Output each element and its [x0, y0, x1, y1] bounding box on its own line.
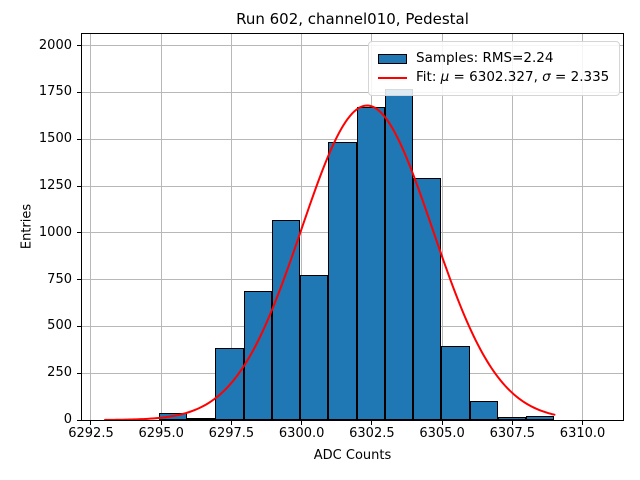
histogram-bar — [526, 415, 555, 420]
gridline-horizontal — [82, 45, 623, 47]
y-axis-tick — [77, 91, 81, 93]
gridline-horizontal — [82, 91, 623, 93]
x-axis-tick — [90, 421, 92, 425]
legend-fit-label: Fit: μ = 6302.327, σ = 2.335 — [416, 69, 610, 85]
plot-area: Samples: RMS=2.24 Fit: μ = 6302.327, σ =… — [81, 33, 624, 421]
gridline-horizontal — [82, 138, 623, 140]
x-tick-label: 6310.0 — [559, 426, 606, 441]
histogram-bar — [300, 275, 329, 420]
histogram-bar — [356, 107, 385, 420]
x-tick-label: 6305.0 — [419, 426, 465, 441]
y-axis-tick — [77, 185, 81, 187]
histogram-bar — [271, 220, 301, 420]
x-tick-label: 6292.5 — [68, 426, 114, 441]
fit-curve — [104, 104, 556, 420]
histogram-bar — [328, 141, 357, 420]
y-axis-tick — [77, 325, 81, 327]
x-tick-label: 6302.5 — [349, 426, 395, 441]
x-axis-tick — [441, 421, 443, 425]
legend-entry-fit: Fit: μ = 6302.327, σ = 2.335 — [378, 69, 611, 86]
legend-fit-line — [378, 76, 407, 79]
y-axis-tick — [77, 372, 81, 374]
y-tick-label: 1000 — [38, 224, 72, 240]
y-tick-label: 1750 — [38, 84, 72, 100]
gridline-vertical — [90, 34, 92, 420]
x-axis-label: ADC Counts — [313, 448, 392, 463]
x-axis-tick — [582, 421, 584, 425]
y-tick-label: 250 — [47, 365, 72, 381]
legend-sample-label: Samples: RMS=2.24 — [416, 50, 554, 66]
gridline-vertical — [441, 34, 443, 420]
y-axis-tick — [77, 138, 81, 140]
legend-entry-samples: Samples: RMS=2.24 — [378, 50, 611, 67]
legend: Samples: RMS=2.24 Fit: μ = 6302.327, σ =… — [368, 41, 620, 96]
x-tick-label: 6307.5 — [489, 426, 536, 441]
y-tick-label: 1250 — [38, 178, 72, 193]
y-axis-tick — [77, 45, 81, 47]
x-tick-label: 6300.0 — [278, 426, 325, 441]
gridline-vertical — [511, 34, 513, 420]
legend-sample-patch — [378, 53, 407, 64]
histogram-bar — [469, 400, 498, 420]
histogram-bar — [413, 177, 442, 420]
y-axis-tick — [77, 279, 81, 281]
gridline-vertical — [230, 34, 232, 420]
gridline-vertical — [582, 34, 584, 420]
x-tick-label: 6297.5 — [208, 426, 255, 441]
histogram-bar — [497, 417, 527, 420]
x-axis-tick — [371, 421, 373, 425]
x-axis-tick — [230, 421, 232, 425]
x-tick-label: 6295.0 — [138, 426, 184, 441]
chart-title: Run 602, channel010, Pedestal — [236, 10, 469, 28]
x-axis-tick — [160, 421, 162, 425]
x-axis-tick — [511, 421, 513, 425]
histogram-bar — [243, 291, 272, 420]
y-tick-label: 0 — [63, 412, 72, 427]
y-tick-label: 750 — [47, 271, 72, 287]
gridline-vertical — [160, 34, 162, 420]
histogram-bar — [441, 346, 470, 420]
x-axis-tick — [301, 421, 303, 425]
y-axis-tick — [77, 419, 81, 421]
y-tick-label: 500 — [47, 318, 72, 334]
y-axis-tick — [77, 232, 81, 234]
histogram-bar — [187, 418, 216, 420]
y-tick-label: 1500 — [38, 131, 72, 147]
y-tick-label: 2000 — [38, 37, 72, 53]
